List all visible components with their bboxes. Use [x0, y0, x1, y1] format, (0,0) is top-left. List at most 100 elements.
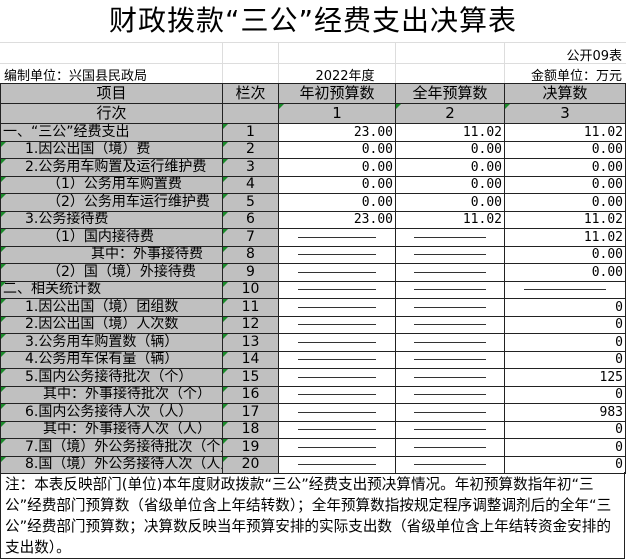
dash-mark — [413, 306, 487, 308]
row-value: 0.00 — [504, 175, 626, 194]
table-row: 其中：外事接待费 8 0.00 — [0, 245, 626, 264]
row-item: 7.国（境）外公务接待批次（个） — [0, 438, 223, 457]
table-row: 2.因公出国（境）人次数 12 0 — [0, 315, 626, 334]
row-line-no: 16 — [222, 385, 279, 404]
subheader-col-1: 1 — [278, 103, 396, 124]
subheader-row: 行次 1 2 3 — [0, 103, 626, 124]
header-row: 项目 栏次 年初预算数 全年预算数 决算数 — [0, 83, 626, 104]
dash-mark — [297, 376, 377, 378]
dash-mark — [297, 429, 377, 431]
row-line-no: 10 — [222, 280, 279, 299]
dash-mark — [413, 324, 487, 326]
row-value-dash — [278, 455, 396, 474]
row-value: 0.00 — [504, 140, 626, 159]
table-row: 其中：外事接待批次（个） 16 0 — [0, 385, 626, 404]
row-value: 0 — [504, 315, 626, 334]
table-row: 5.国内公务接待批次（个） 15 125 — [0, 368, 626, 387]
row-item: 8.国（境）外公务接待人次（人） — [0, 455, 223, 474]
row-value-dash — [278, 438, 396, 457]
row-item: 其中：外事接待批次（个） — [0, 385, 223, 404]
row-item: （2）国（境）外接待费 — [0, 263, 223, 282]
row-item: 其中：外事接待人次（人） — [0, 420, 223, 439]
expense-table: 项目 栏次 年初预算数 全年预算数 决算数 行次 1 2 3 一、“三公”经费支… — [0, 83, 626, 474]
row-value: 11.02 — [504, 210, 626, 229]
dash-mark — [413, 464, 487, 466]
row-value: 983 — [504, 403, 626, 422]
row-item: 3.公务用车购置数（辆） — [0, 333, 223, 352]
row-item: 1.因公出国（境）费 — [0, 140, 223, 159]
row-value: 125 — [504, 368, 626, 387]
row-value-dash — [395, 385, 505, 404]
row-line-no: 14 — [222, 350, 279, 369]
row-line-no: 8 — [222, 245, 279, 264]
row-line-no: 15 — [222, 368, 279, 387]
form-code: 公开09表 — [566, 49, 622, 64]
row-value: 0.00 — [395, 193, 505, 212]
dash-mark — [413, 254, 487, 256]
row-item: 一、“三公”经费支出 — [0, 123, 223, 142]
row-value-dash — [395, 420, 505, 439]
row-value: 11.02 — [395, 123, 505, 142]
row-line-no: 6 — [222, 210, 279, 229]
row-value: 0.00 — [395, 175, 505, 194]
row-value: 0.00 — [278, 140, 396, 159]
row-value-dash — [395, 438, 505, 457]
row-value-dash — [395, 245, 505, 264]
dash-mark — [297, 446, 377, 448]
row-value-dash — [278, 350, 396, 369]
row-value: 0.00 — [278, 158, 396, 177]
row-value: 0.00 — [504, 158, 626, 177]
row-item: 其中：外事接待费 — [0, 245, 223, 264]
row-line-no: 20 — [222, 455, 279, 474]
table-row: （2）国（境）外接待费 9 0.00 — [0, 263, 626, 282]
table-row: 1.因公出国（境）费 2 0.00 0.00 0.00 — [0, 140, 626, 159]
row-value: 0 — [504, 333, 626, 352]
row-value: 23.00 — [278, 123, 396, 142]
table-row: 2.公务用车购置及运行维护费 3 0.00 0.00 0.00 — [0, 158, 626, 177]
row-value-dash — [278, 385, 396, 404]
row-value-dash — [395, 455, 505, 474]
header-final-account: 决算数 — [504, 83, 626, 104]
dash-mark — [413, 394, 487, 396]
table-row: 1.因公出国（境）团组数 11 0 — [0, 298, 626, 317]
dash-mark — [297, 324, 377, 326]
dash-mark — [413, 376, 487, 378]
row-item: 2.因公出国（境）人次数 — [0, 315, 223, 334]
dash-mark — [413, 289, 487, 291]
row-line-no: 7 — [222, 228, 279, 247]
row-line-no: 13 — [222, 333, 279, 352]
row-value-dash — [395, 280, 505, 299]
dash-mark — [524, 289, 606, 291]
row-value-dash — [395, 228, 505, 247]
row-value-dash — [278, 368, 396, 387]
row-line-no: 11 — [222, 298, 279, 317]
row-value-dash — [395, 368, 505, 387]
meta-area: 公开09表 编制单位：兴国县民政局 2022年度 金额单位：万元 — [0, 42, 626, 84]
dash-mark — [413, 359, 487, 361]
dash-mark — [297, 464, 377, 466]
row-value-dash — [395, 298, 505, 317]
table-row: 其中：外事接待人次（人） 18 0 — [0, 420, 626, 439]
row-value-dash — [278, 263, 396, 282]
dash-mark — [297, 236, 377, 238]
row-item: 1.因公出国（境）团组数 — [0, 298, 223, 317]
table-row: 3.公务用车购置数（辆） 13 0 — [0, 333, 626, 352]
dash-mark — [297, 271, 377, 273]
table-row: 4.公务用车保有量（辆） 14 0 — [0, 350, 626, 369]
row-value: 0.00 — [278, 175, 396, 194]
row-value: 0 — [504, 385, 626, 404]
row-value-dash — [278, 245, 396, 264]
row-item: 3.公务接待费 — [0, 210, 223, 229]
row-value: 0.00 — [278, 193, 396, 212]
row-item: 二、相关统计数 — [0, 280, 223, 299]
dash-mark — [413, 271, 487, 273]
row-line-no: 19 — [222, 438, 279, 457]
row-value-dash — [395, 315, 505, 334]
dash-mark — [413, 411, 487, 413]
dash-mark — [297, 411, 377, 413]
row-value: 0 — [504, 455, 626, 474]
row-value: 0.00 — [395, 140, 505, 159]
row-line-no: 4 — [222, 175, 279, 194]
row-item: （1）国内接待费 — [0, 228, 223, 247]
header-full-year-budget: 全年预算数 — [395, 83, 505, 104]
